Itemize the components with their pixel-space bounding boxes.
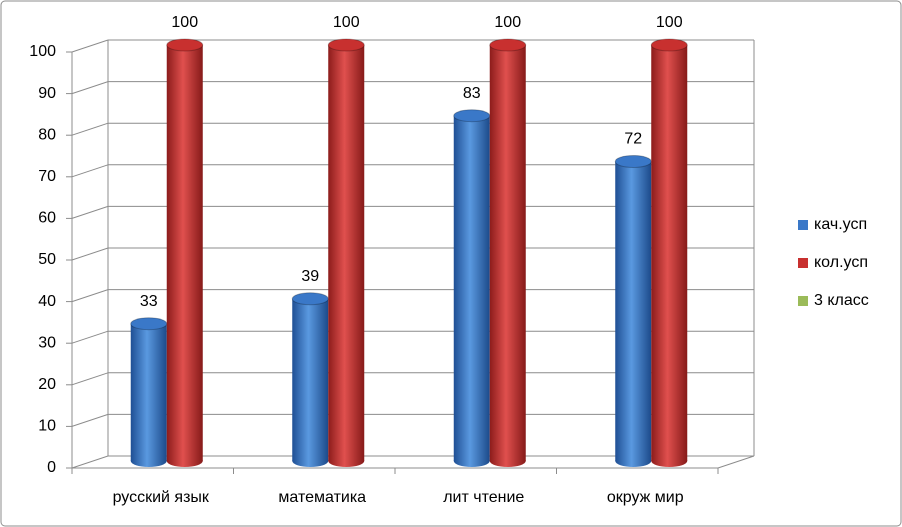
bar	[614, 154, 652, 467]
grid-line	[71, 122, 109, 136]
grid-line	[71, 164, 109, 178]
bar-top	[650, 38, 688, 52]
data-label: 83	[463, 85, 481, 102]
y-tick-label: 100	[29, 43, 56, 60]
legend-label: кол.усп	[814, 254, 868, 271]
legend-swatch	[798, 220, 808, 230]
bar-body	[453, 115, 490, 461]
y-tick-label: 20	[38, 376, 56, 393]
bar-body	[130, 323, 167, 461]
bar-base	[166, 455, 203, 467]
y-tick-label: 30	[38, 334, 56, 351]
y-tick-label: 40	[38, 293, 56, 310]
bar	[489, 38, 527, 467]
bar	[453, 109, 491, 467]
data-label: 100	[333, 14, 360, 31]
bar-body	[489, 45, 526, 461]
grid-line	[71, 39, 109, 53]
data-label: 39	[301, 268, 319, 285]
bar-base	[651, 455, 688, 467]
bar-top	[453, 109, 491, 123]
legend-label: 3 класс	[814, 292, 869, 309]
y-tick-label: 90	[38, 85, 56, 102]
bar-base	[489, 455, 526, 467]
y-tick-label: 60	[38, 210, 56, 227]
bar	[166, 38, 204, 467]
grid-line	[71, 413, 109, 427]
bar-base	[130, 455, 167, 467]
y-tick-label: 80	[38, 126, 56, 143]
legend-label: кач.усп	[814, 216, 867, 233]
grid-line	[71, 289, 109, 303]
bar-base	[292, 455, 329, 467]
bar-top	[614, 154, 652, 168]
bar-base	[615, 455, 652, 467]
grid-line	[71, 81, 109, 95]
bar	[291, 292, 329, 467]
bar-top	[327, 38, 365, 52]
y-tick-label: 50	[38, 251, 56, 268]
data-label: 33	[140, 293, 158, 310]
y-tick-label: 10	[38, 418, 56, 435]
bar-body	[166, 45, 203, 461]
bar-body	[292, 298, 329, 461]
data-label: 72	[624, 131, 642, 148]
grid-line	[71, 247, 109, 261]
data-label: 100	[656, 14, 683, 31]
bar-body	[651, 45, 688, 461]
bar-top	[291, 292, 329, 306]
x-tick-label: русский язык	[113, 489, 210, 506]
legend-swatch	[798, 296, 808, 306]
bar	[650, 38, 688, 467]
x-tick-label: лит чтение	[443, 489, 524, 506]
bar	[327, 38, 365, 467]
x-tick-label: окруж мир	[607, 489, 684, 506]
bar-body	[328, 45, 365, 461]
bar-top	[130, 317, 168, 331]
bar-base	[328, 455, 365, 467]
bar-body	[615, 161, 652, 462]
bar-base	[453, 455, 490, 467]
floor-line	[717, 455, 755, 469]
data-label: 100	[171, 14, 198, 31]
legend-swatch	[798, 258, 808, 268]
data-label: 100	[494, 14, 521, 31]
bar-top	[489, 38, 527, 52]
y-tick-label: 0	[47, 459, 56, 476]
x-tick-label: математика	[278, 489, 366, 506]
bar-top	[166, 38, 204, 52]
grid-line	[71, 205, 109, 219]
grid-line	[71, 372, 109, 386]
y-tick-label: 70	[38, 168, 56, 185]
grid-line	[71, 330, 109, 344]
bar	[130, 317, 168, 467]
grid-line	[71, 455, 109, 469]
